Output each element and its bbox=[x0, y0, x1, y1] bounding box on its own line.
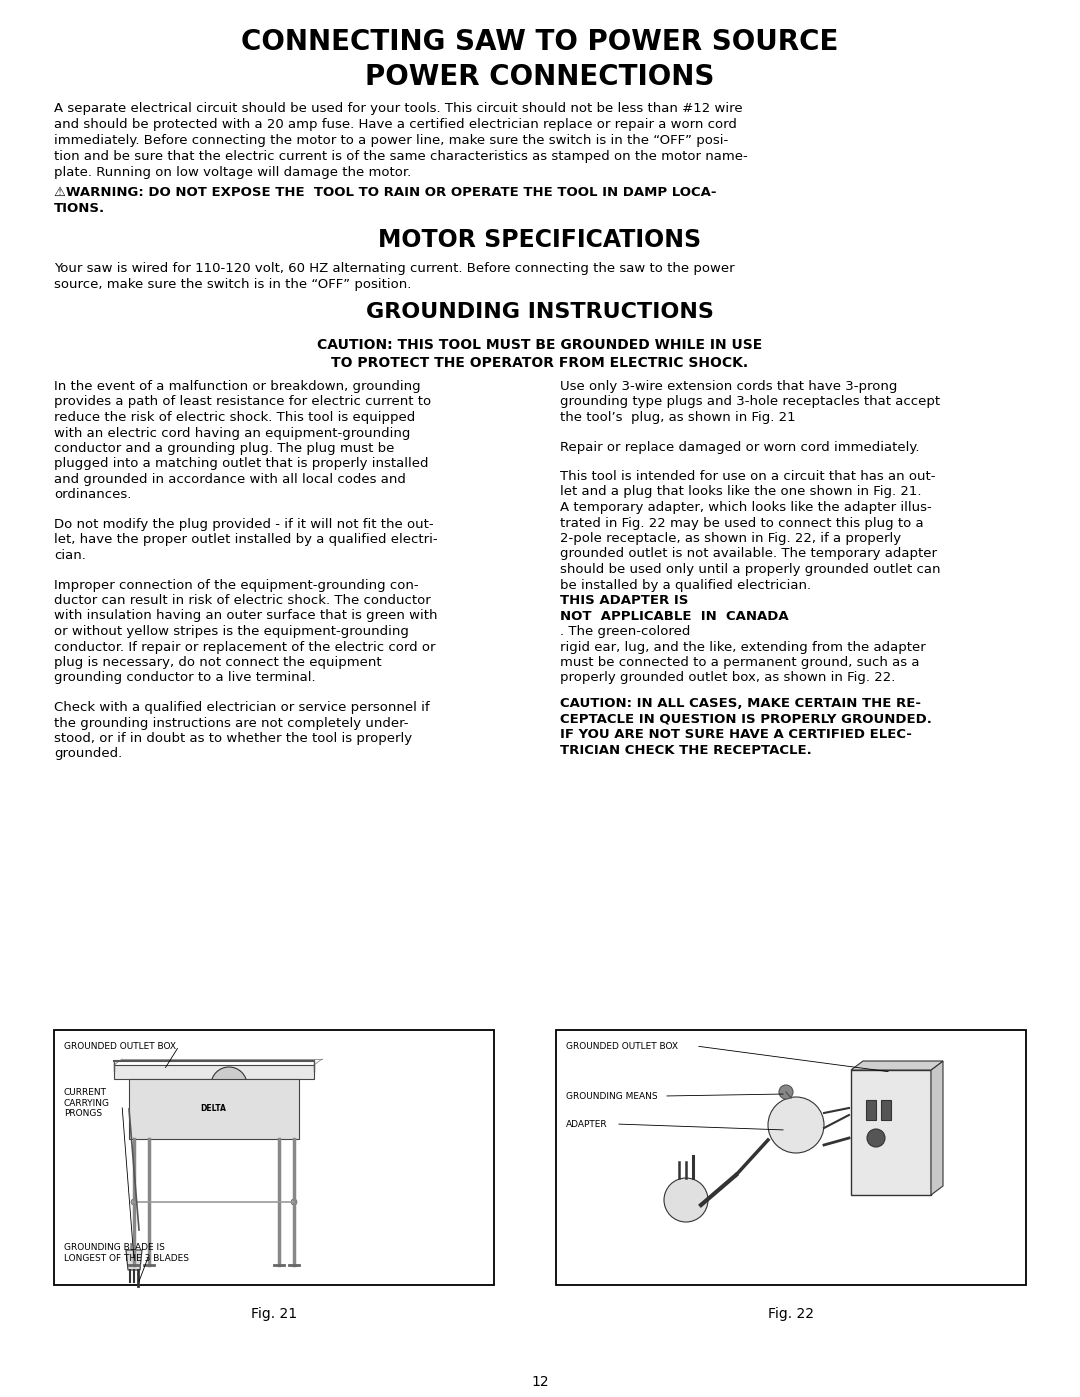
Polygon shape bbox=[114, 1065, 314, 1078]
Polygon shape bbox=[129, 1078, 299, 1139]
Polygon shape bbox=[851, 1070, 931, 1194]
Text: conductor and a grounding plug. The plug must be: conductor and a grounding plug. The plug… bbox=[54, 441, 394, 455]
Text: DELTA: DELTA bbox=[200, 1104, 226, 1113]
Text: with insulation having an outer surface that is green with: with insulation having an outer surface … bbox=[54, 609, 437, 623]
Text: immediately. Before connecting the motor to a power line, make sure the switch i: immediately. Before connecting the motor… bbox=[54, 134, 728, 147]
Bar bbox=[556, 1030, 1026, 1285]
Text: ⚠WARNING: DO NOT EXPOSE THE  TOOL TO RAIN OR OPERATE THE TOOL IN DAMP LOCA-: ⚠WARNING: DO NOT EXPOSE THE TOOL TO RAIN… bbox=[54, 186, 716, 198]
Text: MOTOR SPECIFICATIONS: MOTOR SPECIFICATIONS bbox=[378, 228, 702, 251]
Text: should be used only until a properly grounded outlet can: should be used only until a properly gro… bbox=[561, 563, 941, 576]
Text: reduce the risk of electric shock. This tool is equipped: reduce the risk of electric shock. This … bbox=[54, 411, 415, 425]
Text: TO PROTECT THE OPERATOR FROM ELECTRIC SHOCK.: TO PROTECT THE OPERATOR FROM ELECTRIC SH… bbox=[332, 356, 748, 370]
Text: plug is necessary, do not connect the equipment: plug is necessary, do not connect the eq… bbox=[54, 657, 381, 669]
Text: Do not modify the plug provided - if it will not fit the out-: Do not modify the plug provided - if it … bbox=[54, 518, 434, 531]
Text: NOT  APPLICABLE  IN  CANADA: NOT APPLICABLE IN CANADA bbox=[561, 609, 788, 623]
Text: be installed by a qualified electrician.: be installed by a qualified electrician. bbox=[561, 578, 811, 591]
Text: let and a plug that looks like the one shown in Fig. 21.: let and a plug that looks like the one s… bbox=[561, 486, 921, 499]
Circle shape bbox=[664, 1178, 708, 1222]
Bar bbox=[866, 1099, 876, 1120]
Text: . The green-colored: . The green-colored bbox=[561, 624, 690, 638]
Circle shape bbox=[291, 1199, 297, 1206]
Text: and should be protected with a 20 amp fuse. Have a certified electrician replace: and should be protected with a 20 amp fu… bbox=[54, 117, 737, 131]
Text: properly grounded outlet box, as shown in Fig. 22.: properly grounded outlet box, as shown i… bbox=[561, 672, 895, 685]
Text: CAUTION: IN ALL CASES, MAKE CERTAIN THE RE-: CAUTION: IN ALL CASES, MAKE CERTAIN THE … bbox=[561, 697, 921, 710]
Text: grounded outlet is not available. The temporary adapter: grounded outlet is not available. The te… bbox=[561, 548, 937, 560]
Text: POWER CONNECTIONS: POWER CONNECTIONS bbox=[365, 63, 715, 91]
Text: plate. Running on low voltage will damage the motor.: plate. Running on low voltage will damag… bbox=[54, 166, 411, 179]
Text: Fig. 22: Fig. 22 bbox=[768, 1308, 814, 1322]
Text: tion and be sure that the electric current is of the same characteristics as sta: tion and be sure that the electric curre… bbox=[54, 149, 747, 163]
Polygon shape bbox=[126, 1250, 141, 1270]
Text: ductor can result in risk of electric shock. The conductor: ductor can result in risk of electric sh… bbox=[54, 594, 431, 608]
Text: let, have the proper outlet installed by a qualified electri-: let, have the proper outlet installed by… bbox=[54, 534, 437, 546]
Text: GROUNDING INSTRUCTIONS: GROUNDING INSTRUCTIONS bbox=[366, 302, 714, 321]
Text: rigid ear, lug, and the like, extending from the adapter: rigid ear, lug, and the like, extending … bbox=[561, 640, 926, 654]
Text: Use only 3-wire extension cords that have 3-prong: Use only 3-wire extension cords that hav… bbox=[561, 380, 897, 393]
Circle shape bbox=[768, 1097, 824, 1153]
Text: Fig. 21: Fig. 21 bbox=[251, 1308, 297, 1322]
Bar bbox=[54, 1030, 494, 1285]
Text: grounding conductor to a live terminal.: grounding conductor to a live terminal. bbox=[54, 672, 315, 685]
Text: A separate electrical circuit should be used for your tools. This circuit should: A separate electrical circuit should be … bbox=[54, 102, 743, 115]
Text: GROUNDED OUTLET BOX: GROUNDED OUTLET BOX bbox=[64, 1042, 176, 1051]
Circle shape bbox=[131, 1199, 137, 1206]
Text: the tool’s  plug, as shown in Fig. 21: the tool’s plug, as shown in Fig. 21 bbox=[561, 411, 796, 425]
Text: TIONS.: TIONS. bbox=[54, 203, 105, 215]
Text: must be connected to a permanent ground, such as a: must be connected to a permanent ground,… bbox=[561, 657, 919, 669]
Text: Your saw is wired for 110-120 volt, 60 HZ alternating current. Before connecting: Your saw is wired for 110-120 volt, 60 H… bbox=[54, 263, 734, 275]
Circle shape bbox=[779, 1085, 793, 1099]
Text: This tool is intended for use on a circuit that has an out-: This tool is intended for use on a circu… bbox=[561, 469, 935, 483]
Text: THIS ADAPTER IS: THIS ADAPTER IS bbox=[561, 594, 688, 608]
Text: the grounding instructions are not completely under-: the grounding instructions are not compl… bbox=[54, 717, 408, 729]
Text: GROUNDED OUTLET BOX: GROUNDED OUTLET BOX bbox=[566, 1042, 678, 1051]
Text: grounding type plugs and 3-hole receptacles that accept: grounding type plugs and 3-hole receptac… bbox=[561, 395, 940, 408]
Text: CEPTACLE IN QUESTION IS PROPERLY GROUNDED.: CEPTACLE IN QUESTION IS PROPERLY GROUNDE… bbox=[561, 712, 932, 725]
Text: Check with a qualified electrician or service personnel if: Check with a qualified electrician or se… bbox=[54, 701, 430, 714]
Text: ordinances.: ordinances. bbox=[54, 489, 132, 502]
Text: In the event of a malfunction or breakdown, grounding: In the event of a malfunction or breakdo… bbox=[54, 380, 420, 393]
Text: stood, or if in doubt as to whether the tool is properly: stood, or if in doubt as to whether the … bbox=[54, 732, 413, 745]
Bar bbox=[881, 1099, 891, 1120]
Text: ADAPTER: ADAPTER bbox=[566, 1120, 608, 1129]
Text: trated in Fig. 22 may be used to connect this plug to a: trated in Fig. 22 may be used to connect… bbox=[561, 517, 923, 529]
Text: conductor. If repair or replacement of the electric cord or: conductor. If repair or replacement of t… bbox=[54, 640, 435, 654]
Circle shape bbox=[211, 1067, 247, 1104]
Text: IF YOU ARE NOT SURE HAVE A CERTIFIED ELEC-: IF YOU ARE NOT SURE HAVE A CERTIFIED ELE… bbox=[561, 728, 912, 740]
Text: source, make sure the switch is in the “OFF” position.: source, make sure the switch is in the “… bbox=[54, 278, 411, 291]
Text: CURRENT
CARRYING
PRONGS: CURRENT CARRYING PRONGS bbox=[64, 1088, 110, 1119]
Text: or without yellow stripes is the equipment-grounding: or without yellow stripes is the equipme… bbox=[54, 624, 409, 638]
Text: Improper connection of the equipment-grounding con-: Improper connection of the equipment-gro… bbox=[54, 578, 419, 591]
Text: plugged into a matching outlet that is properly installed: plugged into a matching outlet that is p… bbox=[54, 457, 429, 471]
Text: Repair or replace damaged or worn cord immediately.: Repair or replace damaged or worn cord i… bbox=[561, 440, 919, 454]
Text: CONNECTING SAW TO POWER SOURCE: CONNECTING SAW TO POWER SOURCE bbox=[241, 28, 839, 56]
Text: GROUNDING BLADE IS
LONGEST OF THE 3 BLADES: GROUNDING BLADE IS LONGEST OF THE 3 BLAD… bbox=[64, 1243, 189, 1263]
Text: cian.: cian. bbox=[54, 549, 86, 562]
Text: 2-pole receptacle, as shown in Fig. 22, if a properly: 2-pole receptacle, as shown in Fig. 22, … bbox=[561, 532, 901, 545]
Text: A temporary adapter, which looks like the adapter illus-: A temporary adapter, which looks like th… bbox=[561, 502, 932, 514]
Polygon shape bbox=[851, 1060, 943, 1070]
Text: GROUNDING MEANS: GROUNDING MEANS bbox=[566, 1092, 658, 1101]
Text: TRICIAN CHECK THE RECEPTACLE.: TRICIAN CHECK THE RECEPTACLE. bbox=[561, 743, 812, 757]
Text: provides a path of least resistance for electric current to: provides a path of least resistance for … bbox=[54, 395, 431, 408]
Text: CAUTION: THIS TOOL MUST BE GROUNDED WHILE IN USE: CAUTION: THIS TOOL MUST BE GROUNDED WHIL… bbox=[318, 338, 762, 352]
Text: 12: 12 bbox=[531, 1375, 549, 1389]
Text: and grounded in accordance with all local codes and: and grounded in accordance with all loca… bbox=[54, 474, 406, 486]
Polygon shape bbox=[931, 1060, 943, 1194]
Text: with an electric cord having an equipment-grounding: with an electric cord having an equipmen… bbox=[54, 426, 410, 440]
Circle shape bbox=[867, 1129, 885, 1147]
Text: grounded.: grounded. bbox=[54, 747, 122, 760]
